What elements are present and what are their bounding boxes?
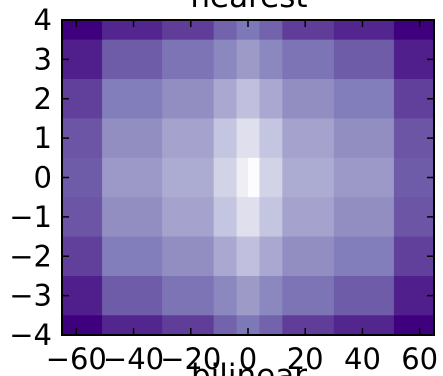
heatmap-cell — [333, 197, 395, 238]
heatmap-cell — [248, 20, 261, 41]
heatmap-cell — [236, 20, 249, 41]
heatmap-cell — [62, 20, 103, 41]
next-panel-title: bilinear — [191, 358, 307, 376]
heatmap-cell — [213, 197, 238, 238]
heatmap-cell — [213, 79, 238, 120]
heatmap-cell — [248, 197, 261, 238]
heatmap-cell — [236, 197, 249, 238]
heatmap-cell — [282, 197, 335, 238]
heatmap-cell — [333, 236, 395, 277]
heatmap-cell — [102, 236, 163, 277]
heatmap-cell — [213, 118, 238, 159]
heatmap-cell — [236, 157, 249, 198]
heatmap-cell — [236, 39, 249, 80]
heatmap-cell — [259, 20, 283, 41]
axis-labels: 4 3 2 1 0 −1 −2 −3 −4−60−40−20 0 20 40 60 — [9, 3, 438, 376]
heatmap-cell — [259, 275, 283, 316]
heatmap-cell — [282, 157, 335, 198]
heatmap-cell — [393, 315, 435, 336]
heatmap-cell — [282, 315, 335, 336]
heatmap-cell — [162, 236, 215, 277]
heatmap-cell — [248, 275, 261, 316]
heatmap-cell — [248, 157, 261, 198]
heatmap-cell — [102, 118, 163, 159]
heatmap-cell — [259, 39, 283, 80]
heatmap-cell — [162, 275, 215, 316]
heatmap-cell — [333, 157, 395, 198]
heatmap-cell — [248, 39, 261, 80]
heatmap-cell — [102, 315, 163, 336]
heatmap-cell — [333, 275, 395, 316]
heatmap-cell — [259, 315, 283, 336]
heatmap-cell — [162, 157, 215, 198]
y-tick-label: 1 — [34, 121, 52, 155]
x-tick-label: −60 — [46, 342, 107, 376]
heatmap-cell — [162, 79, 215, 120]
heatmap-cell — [236, 79, 249, 120]
heatmap-cell — [213, 157, 238, 198]
y-tick-label: −3 — [9, 279, 52, 313]
x-tick-label: −40 — [103, 342, 164, 376]
heatmap-cell — [102, 157, 163, 198]
x-tick-label: 20 — [287, 342, 324, 376]
heatmap-cell — [213, 236, 238, 277]
heatmap-cell — [236, 275, 249, 316]
heatmap-cell — [102, 20, 163, 41]
y-tick-label: 3 — [34, 42, 52, 76]
heatmap-cell — [333, 118, 395, 159]
heatmap-cell — [162, 118, 215, 159]
heatmap-cell — [282, 275, 335, 316]
heatmap-cell — [259, 118, 283, 159]
heatmap-cell — [236, 118, 249, 159]
heatmap-cell — [282, 20, 335, 41]
y-tick-label: −2 — [9, 239, 52, 273]
heatmap-cell — [259, 157, 283, 198]
x-tick-label: 40 — [344, 342, 381, 376]
heatmap-cell — [282, 118, 335, 159]
heatmap-cell — [213, 315, 238, 336]
heatmap-cell — [282, 79, 335, 120]
heatmap-cell — [259, 197, 283, 238]
heatmap-cell — [333, 20, 395, 41]
y-tick-label: 2 — [34, 82, 52, 116]
heatmap-cell — [333, 79, 395, 120]
heatmap-cell — [282, 236, 335, 277]
heatmap-cell — [282, 39, 335, 80]
heatmap-cell — [236, 315, 249, 336]
heatmap-cell — [213, 275, 238, 316]
y-tick-label: 0 — [34, 161, 52, 195]
heatmap-cells — [62, 20, 435, 336]
heatmap-cell — [236, 236, 249, 277]
heatmap-cell — [259, 79, 283, 120]
heatmap-cell — [213, 39, 238, 80]
heatmap-cell — [333, 315, 395, 336]
heatmap-cell — [248, 315, 261, 336]
heatmap-cell — [248, 118, 261, 159]
y-tick-label: −4 — [9, 318, 52, 352]
heatmap-cell — [248, 79, 261, 120]
chart-title: nearest — [190, 0, 307, 15]
heatmap-cell — [162, 315, 215, 336]
heatmap-cell — [102, 79, 163, 120]
y-tick-label: 4 — [34, 3, 52, 37]
heatmap-cell — [259, 236, 283, 277]
heatmap-cell — [102, 197, 163, 238]
heatmap-cell — [393, 20, 435, 41]
heatmap-cell — [162, 197, 215, 238]
heatmap-cell — [248, 236, 261, 277]
heatmap-cell — [333, 39, 395, 80]
x-tick-label: 0 — [239, 342, 257, 376]
axis-ticks — [62, 19, 434, 336]
x-tick-label: 60 — [401, 342, 438, 376]
heatmap-cell — [62, 315, 103, 336]
x-tick-label: −20 — [160, 342, 221, 376]
heatmap-cell — [162, 20, 215, 41]
heatmap-cell — [102, 39, 163, 80]
y-tick-label: −1 — [9, 200, 52, 234]
heatmap-cell — [102, 275, 163, 316]
heatmap-cell — [162, 39, 215, 80]
heatmap-cell — [213, 20, 238, 41]
